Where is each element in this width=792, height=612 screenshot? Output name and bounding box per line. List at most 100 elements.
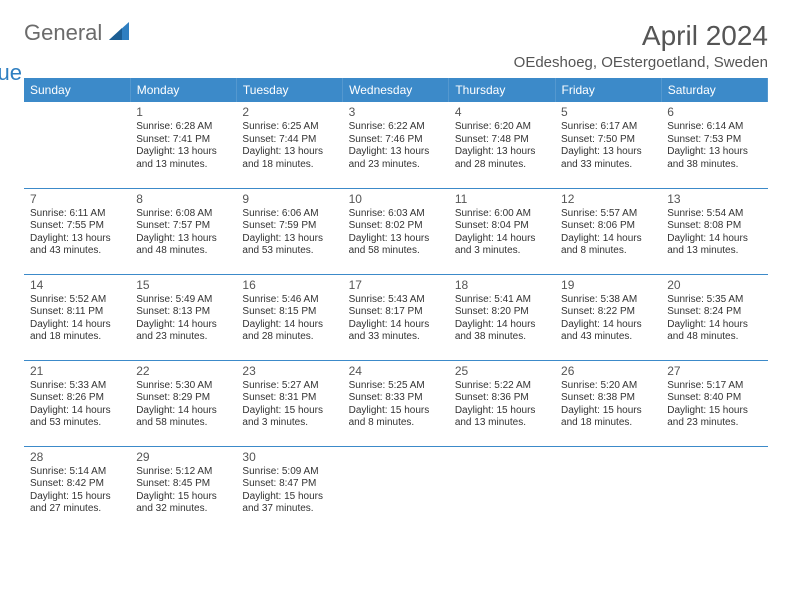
cell-line: Daylight: 14 hours <box>136 405 230 418</box>
calendar-cell: 27Sunrise: 5:17 AMSunset: 8:40 PMDayligh… <box>661 360 767 446</box>
calendar-cell: 2Sunrise: 6:25 AMSunset: 7:44 PMDaylight… <box>236 102 342 188</box>
day-number: 11 <box>455 192 549 207</box>
cell-line: Sunset: 7:50 PM <box>561 134 655 147</box>
cell-line: Daylight: 13 hours <box>242 146 336 159</box>
day-number: 12 <box>561 192 655 207</box>
cell-line: and 43 minutes. <box>30 245 124 258</box>
cell-line: and 33 minutes. <box>561 159 655 172</box>
cell-line: and 58 minutes. <box>349 245 443 258</box>
cell-line: Sunrise: 6:06 AM <box>242 208 336 221</box>
calendar-cell: 1Sunrise: 6:28 AMSunset: 7:41 PMDaylight… <box>130 102 236 188</box>
cell-line: and 13 minutes. <box>455 417 549 430</box>
calendar-cell: 12Sunrise: 5:57 AMSunset: 8:06 PMDayligh… <box>555 188 661 274</box>
weekday-header: Monday <box>130 78 236 102</box>
cell-line: Daylight: 14 hours <box>136 319 230 332</box>
cell-line: Sunrise: 5:17 AM <box>667 380 761 393</box>
calendar-cell: 13Sunrise: 5:54 AMSunset: 8:08 PMDayligh… <box>661 188 767 274</box>
cell-line: Sunrise: 5:33 AM <box>30 380 124 393</box>
calendar-row: 14Sunrise: 5:52 AMSunset: 8:11 PMDayligh… <box>24 274 768 360</box>
cell-line: Daylight: 14 hours <box>667 233 761 246</box>
day-number: 7 <box>30 192 124 207</box>
day-number: 25 <box>455 364 549 379</box>
calendar-cell: 4Sunrise: 6:20 AMSunset: 7:48 PMDaylight… <box>449 102 555 188</box>
calendar-cell <box>449 446 555 532</box>
calendar-cell: 16Sunrise: 5:46 AMSunset: 8:15 PMDayligh… <box>236 274 342 360</box>
brand-logo: General Blue <box>24 20 131 72</box>
cell-line: Sunset: 8:45 PM <box>136 478 230 491</box>
day-number: 10 <box>349 192 443 207</box>
cell-line: and 37 minutes. <box>242 503 336 516</box>
cell-line: Daylight: 15 hours <box>561 405 655 418</box>
calendar-row: 1Sunrise: 6:28 AMSunset: 7:41 PMDaylight… <box>24 102 768 188</box>
day-number: 3 <box>349 105 443 120</box>
cell-line: Sunset: 8:36 PM <box>455 392 549 405</box>
calendar-row: 21Sunrise: 5:33 AMSunset: 8:26 PMDayligh… <box>24 360 768 446</box>
calendar-cell: 5Sunrise: 6:17 AMSunset: 7:50 PMDaylight… <box>555 102 661 188</box>
cell-line: Daylight: 15 hours <box>349 405 443 418</box>
calendar-row: 7Sunrise: 6:11 AMSunset: 7:55 PM Daylight… <box>24 188 768 274</box>
cell-line: and 53 minutes. <box>242 245 336 258</box>
cell-line: Daylight: 14 hours <box>349 319 443 332</box>
cell-line: Sunset: 7:46 PM <box>349 134 443 147</box>
cell-line: Daylight: 15 hours <box>455 405 549 418</box>
day-number: 27 <box>667 364 761 379</box>
calendar-body: 1Sunrise: 6:28 AMSunset: 7:41 PMDaylight… <box>24 102 768 532</box>
cell-line: and 23 minutes. <box>667 417 761 430</box>
cell-line: and 43 minutes. <box>561 331 655 344</box>
location-text: OEdeshoeg, OEstergoetland, Sweden <box>514 54 768 71</box>
day-number: 17 <box>349 278 443 293</box>
cell-line: Sunrise: 6:00 AM <box>455 208 549 221</box>
calendar-cell: 21Sunrise: 5:33 AMSunset: 8:26 PMDayligh… <box>24 360 130 446</box>
cell-line: Daylight: 14 hours <box>667 319 761 332</box>
cell-line: Daylight: 14 hours <box>561 319 655 332</box>
calendar-cell: 7Sunrise: 6:11 AMSunset: 7:55 PMDaylight… <box>24 188 130 274</box>
cell-line: Sunrise: 5:43 AM <box>349 294 443 307</box>
cell-line: Sunrise: 5:38 AM <box>561 294 655 307</box>
day-number: 29 <box>136 450 230 465</box>
cell-line: Sunrise: 6:17 AM <box>561 121 655 134</box>
cell-line: Sunrise: 5:22 AM <box>455 380 549 393</box>
cell-line: Daylight: 14 hours <box>561 233 655 246</box>
cell-line: Sunrise: 6:28 AM <box>136 121 230 134</box>
header-right: April 2024 OEdeshoeg, OEstergoetland, Sw… <box>514 20 768 71</box>
calendar-row: 28Sunrise: 5:14 AMSunset: 8:42 PMDayligh… <box>24 446 768 532</box>
day-number: 30 <box>242 450 336 465</box>
cell-line: Sunset: 8:04 PM <box>455 220 549 233</box>
calendar-cell: 15Sunrise: 5:49 AMSunset: 8:13 PMDayligh… <box>130 274 236 360</box>
cell-line: Sunrise: 6:11 AM <box>30 208 124 221</box>
cell-line: Sunset: 8:24 PM <box>667 306 761 319</box>
cell-line: Daylight: 14 hours <box>242 319 336 332</box>
day-number: 21 <box>30 364 124 379</box>
day-number: 23 <box>242 364 336 379</box>
calendar-cell: 10Sunrise: 6:03 AMSunset: 8:02 PMDayligh… <box>343 188 449 274</box>
cell-line: Sunset: 8:29 PM <box>136 392 230 405</box>
cell-line: Sunset: 8:38 PM <box>561 392 655 405</box>
day-number: 22 <box>136 364 230 379</box>
cell-line: Daylight: 14 hours <box>455 233 549 246</box>
weekday-header: Saturday <box>661 78 767 102</box>
calendar-cell <box>24 102 130 188</box>
calendar-cell: 22Sunrise: 5:30 AMSunset: 8:29 PMDayligh… <box>130 360 236 446</box>
cell-line: Daylight: 13 hours <box>561 146 655 159</box>
cell-line: Sunrise: 5:25 AM <box>349 380 443 393</box>
cell-line: Sunrise: 5:27 AM <box>242 380 336 393</box>
cell-line: and 58 minutes. <box>136 417 230 430</box>
cell-line: Sunrise: 5:57 AM <box>561 208 655 221</box>
cell-line: Daylight: 13 hours <box>136 146 230 159</box>
calendar-cell: 8Sunrise: 6:08 AMSunset: 7:57 PMDaylight… <box>130 188 236 274</box>
cell-line: Daylight: 15 hours <box>136 491 230 504</box>
calendar-cell: 29Sunrise: 5:12 AMSunset: 8:45 PMDayligh… <box>130 446 236 532</box>
cell-line: and 53 minutes. <box>30 417 124 430</box>
cell-line: Sunset: 7:55 PM <box>30 220 124 233</box>
cell-line: and 27 minutes. <box>30 503 124 516</box>
calendar-cell: 25Sunrise: 5:22 AMSunset: 8:36 PMDayligh… <box>449 360 555 446</box>
cell-line: Daylight: 15 hours <box>30 491 124 504</box>
weekday-header: Tuesday <box>236 78 342 102</box>
weekday-header: Wednesday <box>343 78 449 102</box>
day-number: 13 <box>667 192 761 207</box>
weekday-header: Friday <box>555 78 661 102</box>
cell-line: Sunrise: 5:20 AM <box>561 380 655 393</box>
month-title: April 2024 <box>514 20 768 52</box>
calendar-cell: 19Sunrise: 5:38 AMSunset: 8:22 PMDayligh… <box>555 274 661 360</box>
cell-line: and 18 minutes. <box>561 417 655 430</box>
